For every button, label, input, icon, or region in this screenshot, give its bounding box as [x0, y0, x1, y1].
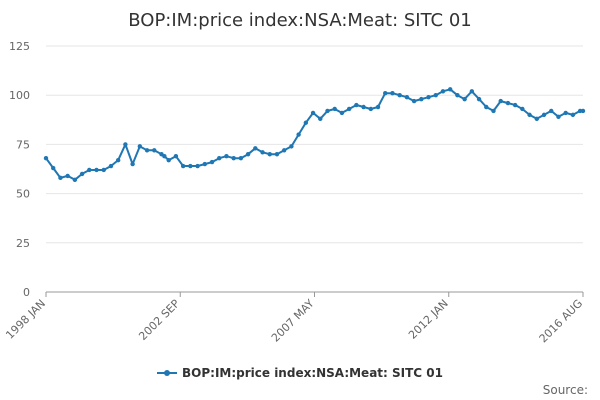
data-point: [65, 173, 70, 179]
data-point: [520, 106, 525, 112]
y-tick-label: 25: [16, 237, 30, 250]
data-point: [433, 93, 438, 98]
axes: 0 25 50 75 100 125 1998 JAN 2002 SEP 2007 MAY 201…: [3, 40, 585, 345]
data-point: [570, 112, 576, 118]
data-point: [484, 104, 489, 110]
data-point: [108, 163, 114, 169]
data-point: [224, 154, 229, 159]
data-point: [217, 155, 222, 161]
data-point: [209, 159, 215, 165]
data-point: [238, 155, 244, 161]
data-point: [411, 98, 417, 104]
data-point: [152, 148, 157, 153]
data-point: [426, 94, 431, 100]
data-point: [144, 148, 150, 153]
gridlines: [46, 45, 583, 244]
y-tick-label: 75: [16, 138, 30, 151]
data-point: [375, 104, 381, 110]
data-point: [137, 144, 143, 149]
data-point: [281, 148, 287, 153]
data-point: [274, 152, 280, 157]
data-point: [303, 120, 309, 125]
data-point: [101, 167, 106, 173]
data-point: [296, 132, 301, 137]
data-point: [195, 163, 200, 169]
data-point: [397, 93, 402, 98]
data-point: [462, 96, 467, 102]
x-tick-label: 2002 SEP: [136, 297, 182, 343]
series-line: [45, 88, 584, 181]
legend[interactable]: BOP:IM:price index:NSA:Meat: SITC 01: [157, 366, 443, 380]
data-point: [332, 106, 337, 112]
chart-title: BOP:IM:price index:NSA:Meat: SITC 01: [128, 10, 472, 31]
legend-marker: [164, 370, 170, 376]
data-point: [390, 91, 395, 96]
data-point: [447, 87, 453, 92]
data-point: [534, 116, 540, 122]
y-tick-label: 0: [23, 286, 30, 299]
data-point: [505, 100, 511, 106]
source-label: Source:: [543, 383, 588, 397]
data-point: [512, 102, 518, 108]
data-point: [419, 96, 424, 102]
data-point: [563, 110, 568, 116]
data-point: [180, 163, 186, 169]
data-point: [115, 157, 121, 163]
data-point: [79, 171, 85, 177]
data-point: [476, 96, 482, 102]
data-point: [549, 108, 554, 114]
data-point: [556, 114, 561, 120]
data-point: [94, 167, 99, 173]
data-point: [253, 146, 258, 151]
data-point: [173, 154, 179, 159]
data-point: [166, 157, 171, 163]
data-point: [527, 112, 532, 118]
data-point: [51, 165, 56, 171]
x-tick-label: 2016 AUG: [537, 297, 586, 346]
data-point: [368, 106, 373, 112]
data-point: [498, 98, 503, 104]
data-point: [541, 112, 547, 118]
data-point: [310, 110, 316, 116]
legend-label: BOP:IM:price index:NSA:Meat: SITC 01: [182, 366, 443, 380]
data-point: [231, 155, 236, 161]
data-point: [491, 108, 496, 114]
data-point: [361, 104, 366, 110]
data-point: [339, 110, 345, 116]
data-point: [404, 94, 410, 100]
data-point: [188, 163, 193, 169]
data-point: [58, 175, 63, 181]
data-point: [346, 106, 352, 112]
data-point: [87, 167, 92, 173]
data-point: [580, 108, 586, 114]
data-point: [130, 161, 135, 167]
data-point: [354, 102, 359, 108]
data-point: [43, 155, 49, 161]
series-layer: [43, 87, 586, 183]
data-point: [267, 152, 272, 157]
x-tick-label: 2012 JAN: [406, 297, 451, 342]
y-tick-label: 50: [16, 188, 30, 201]
data-point: [440, 89, 446, 94]
data-point: [289, 144, 294, 149]
data-point: [318, 116, 323, 122]
y-tick-label: 125: [9, 40, 30, 53]
data-point: [72, 177, 78, 183]
data-point: [123, 142, 128, 147]
x-tick-label: 2007 MAY: [269, 297, 317, 345]
data-point: [383, 91, 388, 96]
data-point: [469, 89, 475, 94]
data-point: [245, 152, 251, 157]
data-point: [455, 93, 460, 98]
data-point: [260, 150, 265, 155]
x-tick-label: 1998 JAN: [3, 297, 48, 342]
y-tick-label: 100: [9, 89, 30, 102]
data-point: [162, 154, 167, 159]
data-point: [202, 161, 207, 167]
data-point: [325, 108, 330, 114]
